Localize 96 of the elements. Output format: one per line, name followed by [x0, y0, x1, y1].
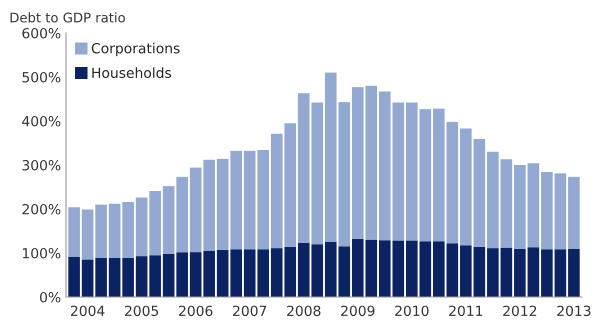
y-tick-label: 500%	[22, 72, 60, 82]
y-tick-label: 100%	[22, 248, 60, 258]
bar	[216, 158, 228, 250]
bar	[406, 102, 418, 241]
bar	[514, 249, 526, 297]
bar	[541, 172, 553, 250]
x-tick-label: 2010	[395, 306, 429, 316]
x-tick-label: 2004	[70, 306, 105, 316]
bar	[270, 248, 283, 297]
bar	[433, 108, 445, 242]
bar	[270, 134, 283, 248]
bar	[352, 238, 364, 297]
bar	[176, 252, 188, 297]
bar	[487, 248, 499, 297]
bar	[311, 244, 324, 297]
x-tick-label: 2011	[449, 306, 482, 316]
bar	[149, 255, 161, 297]
bar	[82, 260, 94, 297]
bar	[95, 258, 107, 297]
bar	[474, 139, 486, 247]
x-tick-label: 2009	[341, 306, 374, 316]
bar	[378, 92, 391, 240]
bar	[244, 150, 256, 250]
bar	[433, 242, 445, 297]
bar	[298, 242, 310, 297]
x-tick-label: 2012	[503, 306, 536, 316]
bar	[82, 209, 94, 260]
bar	[487, 152, 499, 248]
bar	[244, 249, 256, 297]
bar	[230, 150, 242, 250]
y-tick-label: 400%	[22, 116, 60, 126]
bar	[338, 246, 350, 297]
bar	[298, 93, 310, 243]
bar	[474, 246, 486, 297]
bar	[68, 256, 80, 297]
bar	[514, 165, 526, 250]
bar	[324, 242, 337, 297]
bar	[216, 250, 228, 297]
bar	[500, 159, 512, 248]
bar	[324, 72, 337, 242]
legend-label: Households	[92, 67, 172, 78]
bar	[568, 249, 580, 297]
bar	[136, 256, 148, 297]
bar	[460, 128, 472, 246]
x-tick-label: 2013	[557, 306, 590, 316]
bar	[460, 246, 472, 297]
bar	[162, 186, 174, 254]
bar	[528, 247, 540, 297]
bar	[500, 248, 512, 297]
bar	[190, 168, 202, 252]
bar	[149, 190, 161, 256]
bar	[528, 163, 540, 248]
bar	[122, 202, 134, 258]
bar	[162, 254, 174, 297]
bar	[365, 86, 378, 240]
bar	[284, 123, 296, 247]
bar	[108, 258, 120, 297]
bar	[203, 160, 215, 251]
y-tick-label: 300%	[22, 160, 60, 170]
x-tick-label: 2006	[179, 306, 212, 316]
y-tick-label: 600%	[22, 28, 60, 38]
bar	[554, 173, 566, 250]
bar	[392, 102, 404, 241]
y-tick-label: 200%	[22, 204, 60, 214]
y-tick-label: 0%	[40, 292, 60, 302]
bar	[230, 249, 242, 297]
bar	[257, 150, 270, 250]
bar	[365, 240, 378, 297]
bar	[568, 176, 580, 250]
bar	[392, 240, 404, 297]
bar	[284, 246, 296, 297]
bar	[108, 204, 120, 258]
bar	[352, 87, 364, 239]
bar	[378, 240, 391, 297]
bar	[136, 198, 148, 256]
x-tick-label: 2007	[233, 306, 266, 316]
bar	[554, 249, 566, 297]
bar	[95, 204, 107, 258]
bar	[406, 240, 418, 297]
legend-label: Corporations	[92, 42, 180, 56]
bar	[68, 207, 80, 257]
bar	[446, 243, 458, 297]
bar	[311, 102, 324, 244]
bar	[257, 249, 270, 297]
bar	[190, 252, 202, 297]
bar	[338, 102, 350, 246]
bar	[420, 242, 432, 297]
bar	[122, 258, 134, 297]
bar	[446, 122, 458, 244]
bar	[420, 109, 432, 242]
x-tick-label: 2005	[124, 306, 158, 316]
bar	[176, 176, 188, 253]
bar	[541, 249, 553, 297]
bar	[203, 250, 215, 297]
y-axis-title: Debt to GDP ratio	[10, 12, 125, 23]
x-tick-label: 2008	[287, 306, 320, 316]
